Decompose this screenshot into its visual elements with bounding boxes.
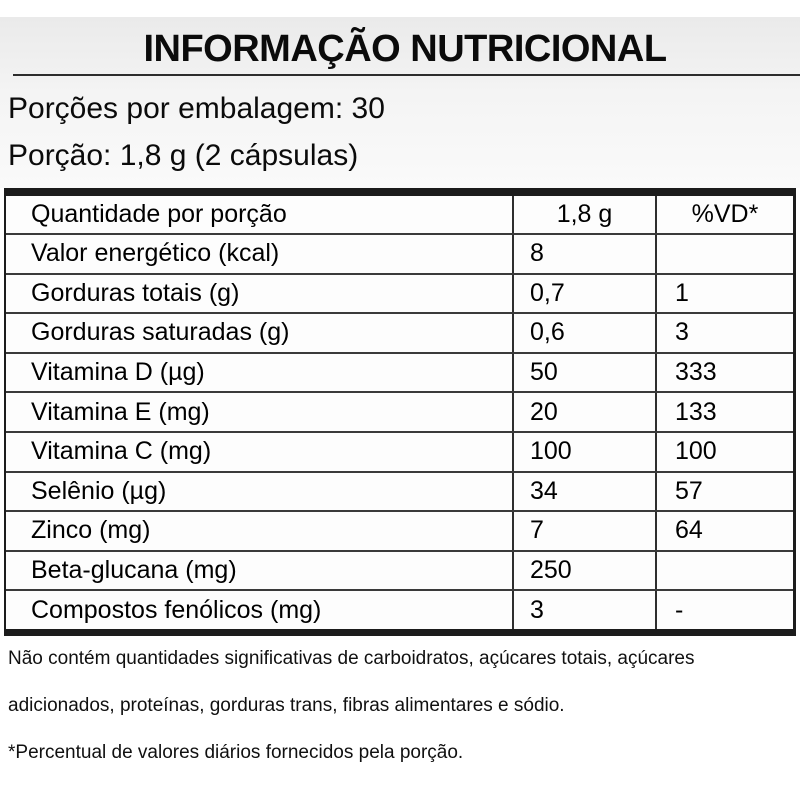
nutrient-daily-value [655, 235, 793, 273]
nutrient-amount: 8 [512, 235, 655, 273]
nutrient-daily-value: 57 [655, 472, 793, 511]
table-row: Compostos fenólicos (mg) 3 - [6, 589, 793, 629]
nutrient-amount: 0,6 [512, 314, 655, 352]
nutrient-name: Gorduras totais (g) [31, 278, 240, 307]
nutrient-daily-value: 333 [655, 353, 793, 392]
column-header-amount: 1,8 g [512, 196, 655, 233]
nutrient-amount: 0,7 [512, 274, 655, 313]
nutrient-name: Beta-glucana (mg) [31, 556, 237, 585]
nutrient-name: Selênio (µg) [31, 476, 167, 505]
nutrient-daily-value: 100 [655, 432, 793, 471]
nutrient-name: Valor energético (kcal) [31, 239, 280, 268]
nutrient-name: Vitamina D (µg) [31, 358, 205, 387]
column-header-daily-value: %VD* [655, 196, 793, 233]
column-header-quantity: Quantidade por porção [31, 200, 287, 228]
nutrient-amount: 250 [512, 551, 655, 590]
nutrient-daily-value: 133 [655, 393, 793, 431]
footnote-daily-value-note: *Percentual de valores diários fornecido… [8, 742, 464, 763]
table-row: Vitamina C (mg) 100 100 [6, 430, 793, 471]
nutrient-daily-value: 64 [655, 512, 793, 550]
nutrient-name: Gorduras saturadas (g) [31, 318, 290, 347]
table-header-row: Quantidade por porção 1,8 g %VD* [6, 196, 793, 233]
nutrient-daily-value: 3 [655, 314, 793, 352]
nutrient-daily-value: 1 [655, 274, 793, 313]
nutrient-amount: 50 [512, 353, 655, 392]
nutrient-amount: 34 [512, 472, 655, 511]
serving-size-text: Porção: 1,8 g (2 cápsulas) [8, 139, 359, 172]
nutrient-daily-value: - [655, 591, 793, 629]
table-row: Gorduras saturadas (g) 0,6 3 [6, 312, 793, 352]
nutrient-name: Zinco (mg) [31, 516, 151, 545]
nutrient-amount: 3 [512, 591, 655, 629]
header-background [0, 17, 800, 188]
table-row: Valor energético (kcal) 8 [6, 233, 793, 273]
table-row: Vitamina E (mg) 20 133 [6, 391, 793, 431]
table-row: Beta-glucana (mg) 250 [6, 549, 793, 590]
footnote-no-significant-amounts-line1: Não contém quantidades significativas de… [8, 648, 695, 669]
table-row: Zinco (mg) 7 64 [6, 510, 793, 550]
nutrient-amount: 7 [512, 512, 655, 550]
nutrient-name: Vitamina E (mg) [31, 397, 210, 426]
servings-per-package-text: Porções por embalagem: 30 [8, 92, 385, 125]
table-row: Selênio (µg) 34 57 [6, 470, 793, 511]
footnote-no-significant-amounts-line2: adicionados, proteínas, gorduras trans, … [8, 695, 565, 716]
table-row: Gorduras totais (g) 0,7 1 [6, 272, 793, 313]
table-row: Vitamina D (µg) 50 333 [6, 351, 793, 392]
nutrient-name: Vitamina C (mg) [31, 437, 212, 466]
title-divider [13, 74, 800, 76]
nutrient-amount: 100 [512, 432, 655, 471]
nutrient-amount: 20 [512, 393, 655, 431]
nutrient-name: Compostos fenólicos (mg) [31, 595, 322, 624]
nutrition-table: Quantidade por porção 1,8 g %VD* Valor e… [4, 188, 796, 636]
page-title: INFORMAÇÃO NUTRICIONAL [143, 28, 667, 70]
nutrient-daily-value [655, 551, 793, 590]
